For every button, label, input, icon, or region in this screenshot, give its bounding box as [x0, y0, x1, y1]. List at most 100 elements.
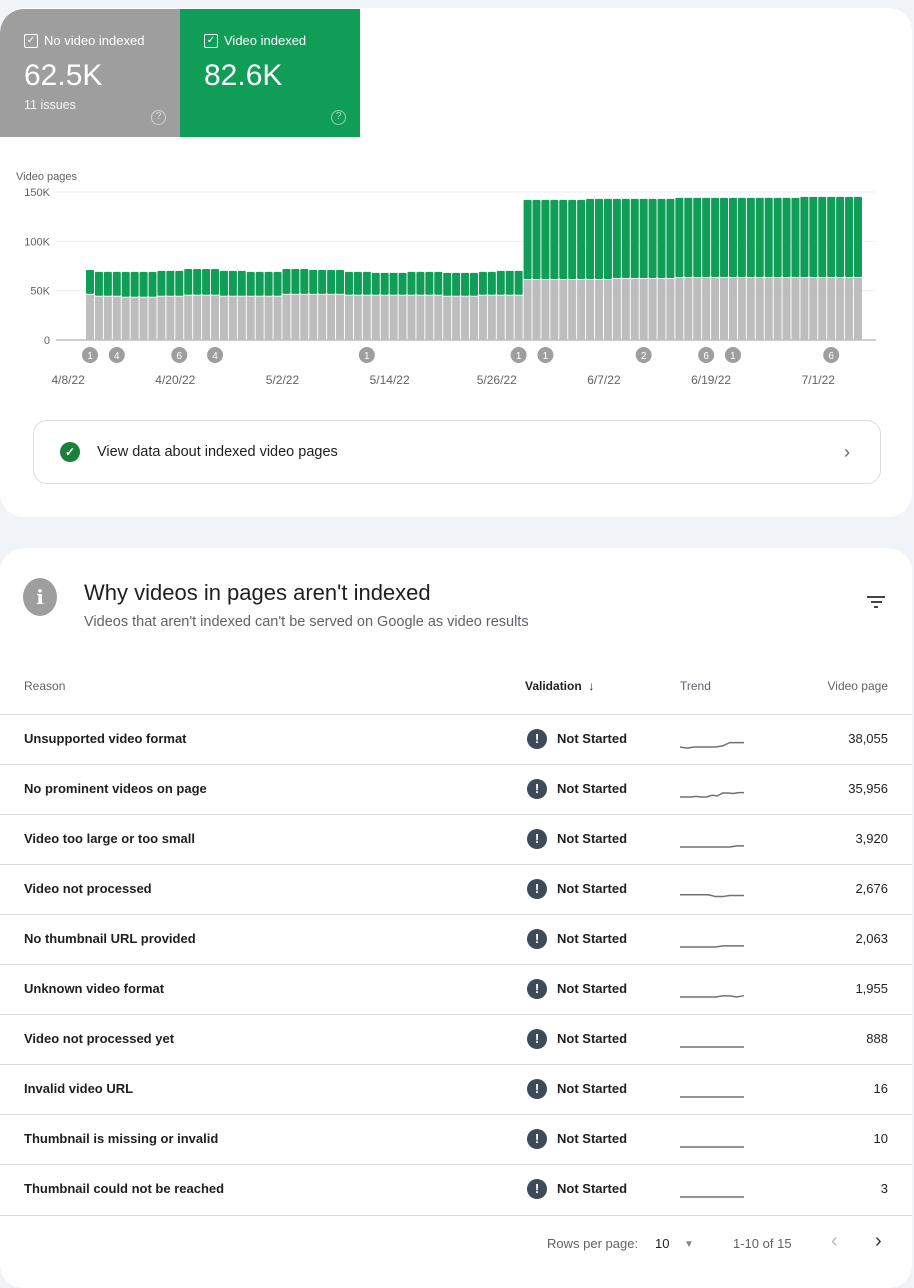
- bar-no-video-indexed: [577, 279, 586, 340]
- bar-video-indexed: [675, 197, 684, 278]
- bar-video-indexed: [300, 268, 309, 294]
- column-video-pages[interactable]: Video page: [827, 679, 888, 693]
- dropdown-caret-icon[interactable]: ▼: [684, 1239, 694, 1250]
- bar-no-video-indexed: [103, 296, 112, 340]
- bar-no-video-indexed: [86, 294, 94, 340]
- video-indexed-tile[interactable]: ✓ Video indexed 82.6K ?: [180, 9, 360, 137]
- bar-no-video-indexed: [541, 279, 550, 340]
- trend-line: [679, 741, 744, 749]
- rows-per-page-select[interactable]: 10: [655, 1236, 670, 1251]
- bar-no-video-indexed: [523, 279, 532, 340]
- warning-icon: !: [527, 779, 547, 799]
- table-row[interactable]: Thumbnail could not be reached ! Not Sta…: [0, 1164, 912, 1214]
- annotation-count: 1: [543, 351, 549, 362]
- bar-video-indexed: [309, 269, 318, 294]
- bar-no-video-indexed: [148, 297, 157, 340]
- table-row[interactable]: Thumbnail is missing or invalid ! Not St…: [0, 1114, 912, 1164]
- annotation-count: 6: [177, 351, 183, 362]
- bar-video-indexed: [586, 198, 595, 280]
- bar-no-video-indexed: [309, 294, 318, 340]
- video-page-count: 1,955: [855, 981, 888, 996]
- annotation-marker: [108, 347, 125, 363]
- bar-no-video-indexed: [737, 277, 746, 340]
- bar-no-video-indexed: [639, 278, 648, 340]
- annotation-count: 4: [212, 351, 218, 362]
- bar-video-indexed: [720, 197, 729, 278]
- bar-video-indexed: [398, 272, 407, 295]
- help-icon[interactable]: ?: [151, 110, 166, 125]
- trend-line: [680, 894, 744, 898]
- video-page-count: 35,956: [848, 781, 888, 796]
- trend-sparkline: [680, 894, 744, 898]
- validation-status: Not Started: [557, 1181, 628, 1196]
- annotation-count: 4: [114, 351, 120, 362]
- prev-page-button[interactable]: ‹: [831, 1230, 838, 1252]
- bar-no-video-indexed: [666, 278, 675, 340]
- tile-label: Video indexed: [224, 33, 307, 48]
- annotation-marker: [537, 347, 554, 363]
- annotation-marker: [207, 347, 224, 363]
- view-indexed-pages-button[interactable]: ✓ View data about indexed video pages ›: [33, 420, 881, 484]
- bar-no-video-indexed: [505, 295, 514, 340]
- bar-video-indexed: [577, 199, 586, 280]
- bar-no-video-indexed: [469, 296, 478, 340]
- issues-title: Why videos in pages aren't indexed: [84, 580, 431, 605]
- bar-no-video-indexed: [380, 295, 389, 340]
- bar-no-video-indexed: [478, 295, 487, 340]
- table-row[interactable]: Invalid video URL ! Not Started 16: [0, 1064, 912, 1114]
- bar-video-indexed: [800, 196, 809, 278]
- bar-no-video-indexed: [603, 279, 612, 340]
- bar-no-video-indexed: [273, 296, 282, 340]
- x-tick-label: 4/8/22: [51, 373, 85, 387]
- reason: Thumbnail is missing or invalid: [24, 1131, 219, 1146]
- bar-no-video-indexed: [693, 277, 702, 340]
- table-row[interactable]: Unknown video format ! Not Started 1,955: [0, 964, 912, 1014]
- bar-no-video-indexed: [800, 277, 809, 340]
- trend-sparkline: [680, 1146, 744, 1148]
- table-row[interactable]: No thumbnail URL provided ! Not Started …: [0, 914, 912, 964]
- status-card: ✓ No video indexed 62.5K 11 issues ? ✓ Vid…: [0, 8, 912, 517]
- bar-video-indexed: [657, 198, 666, 279]
- table-row[interactable]: Video not processed ! Not Started 2,676: [0, 864, 912, 914]
- chevron-right-icon: ›: [844, 441, 850, 462]
- bar-no-video-indexed: [246, 296, 255, 340]
- table-row[interactable]: Unsupported video format ! Not Started 3…: [0, 714, 912, 764]
- bar-video-indexed: [595, 198, 604, 280]
- bar-video-indexed: [443, 272, 452, 296]
- table-row[interactable]: Video not processed yet ! Not Started 88…: [0, 1014, 912, 1064]
- annotation-marker: [724, 347, 741, 363]
- bar-no-video-indexed: [121, 297, 130, 340]
- column-reason[interactable]: Reason: [24, 679, 66, 693]
- no-video-indexed-tile[interactable]: ✓ No video indexed 62.5K 11 issues ?: [0, 9, 180, 137]
- bar-video-indexed: [532, 199, 541, 280]
- bar-no-video-indexed: [184, 295, 193, 340]
- bar-video-indexed: [853, 196, 862, 278]
- tile-issues: 11 issues: [24, 98, 76, 112]
- checkbox-icon[interactable]: ✓: [24, 33, 38, 48]
- trend-line: [680, 791, 744, 798]
- bar-video-indexed: [434, 271, 443, 295]
- filter-icon[interactable]: [866, 596, 886, 610]
- validation-status: Not Started: [557, 731, 628, 746]
- warning-icon: !: [527, 1179, 547, 1199]
- bar-no-video-indexed: [237, 296, 246, 340]
- video-page-count: 16: [873, 1081, 888, 1096]
- bar-video-indexed: [121, 271, 130, 297]
- bar-no-video-indexed: [487, 295, 496, 340]
- bar-no-video-indexed: [443, 296, 452, 340]
- annotation-count: 1: [730, 351, 736, 362]
- bar-no-video-indexed: [416, 295, 425, 340]
- bar-video-indexed: [425, 271, 434, 295]
- bar-video-indexed: [86, 269, 94, 294]
- next-page-button[interactable]: ›: [875, 1230, 882, 1252]
- bar-no-video-indexed: [300, 294, 309, 340]
- bar-video-indexed: [755, 197, 764, 278]
- help-icon[interactable]: ?: [331, 110, 346, 125]
- bar-video-indexed: [94, 271, 103, 296]
- video-pages-chart: Video pages 0 50K 100K 150K 1 4 6 4 1 1 1 2 6 1 6 4/8/2…: [16, 171, 876, 387]
- checkbox-icon[interactable]: ✓: [204, 33, 218, 48]
- bar-no-video-indexed: [202, 295, 211, 340]
- column-validation[interactable]: Validation ↓: [525, 679, 594, 693]
- table-row[interactable]: No prominent videos on page ! Not Starte…: [0, 764, 912, 814]
- table-row[interactable]: Video too large or too small ! Not Start…: [0, 814, 912, 864]
